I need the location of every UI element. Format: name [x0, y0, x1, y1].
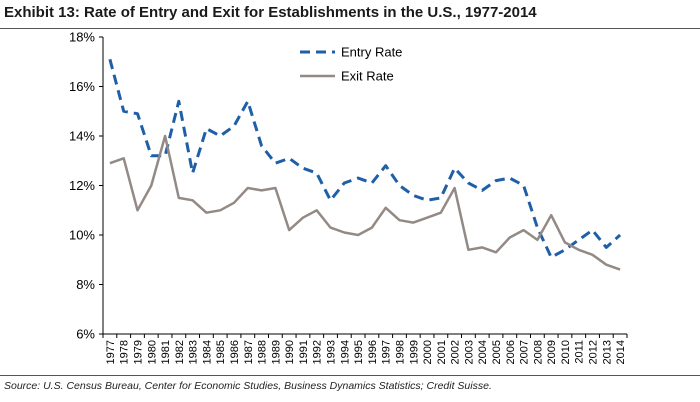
plot-area: 6%8%10%12%14%16%18%1977 1978 1979 1980 1981 1… — [69, 30, 628, 364]
x-tick-label: 1983 — [188, 340, 200, 364]
x-tick-label: 2011 — [574, 340, 586, 364]
x-tick-label: 1992 — [312, 340, 324, 364]
x-tick-label: 1990 — [284, 340, 296, 364]
y-tick-label: 6% — [76, 327, 95, 342]
y-tick-label: 8% — [76, 277, 95, 292]
y-tick-label: 10% — [69, 228, 95, 243]
x-tick-label: 2012 — [588, 340, 600, 364]
exit-rate-line — [109, 134, 621, 271]
x-tick-label: 2000 — [422, 340, 434, 364]
x-tick-label: 1993 — [326, 340, 338, 364]
x-tick-label: 2004 — [477, 340, 489, 364]
x-tick-label: 2008 — [532, 340, 544, 364]
x-tick-label: 1978 — [119, 340, 131, 364]
x-tick-label: 2013 — [601, 340, 613, 364]
x-tick-label: 1998 — [394, 340, 406, 364]
x-tick-label: 2006 — [505, 340, 517, 364]
x-tick-label: 1980 — [146, 340, 158, 364]
x-tick-label: 1981 — [160, 340, 172, 364]
x-tick-label: 1994 — [339, 340, 351, 364]
x-tick-label: 1999 — [408, 340, 420, 364]
legend-exit-label: Exit Rate — [341, 69, 394, 84]
x-tick-label: 2005 — [491, 340, 503, 364]
source-note: Source: U.S. Census Bureau, Center for E… — [4, 380, 492, 392]
x-tick-label: 1984 — [201, 340, 213, 364]
x-tick-label: 1989 — [270, 340, 282, 364]
legend-entry-label: Entry Rate — [341, 45, 402, 60]
x-tick-label: 1991 — [298, 340, 310, 364]
y-tick-label: 18% — [69, 30, 95, 45]
x-tick-label: 1985 — [215, 340, 227, 364]
y-tick-label: 14% — [69, 129, 95, 144]
x-tick-label: 2002 — [450, 340, 462, 364]
x-tick-label: 2014 — [615, 340, 627, 364]
y-tick-label: 12% — [69, 178, 95, 193]
x-tick-label: 1988 — [257, 340, 269, 364]
x-tick-label: 1979 — [132, 340, 144, 364]
x-tick-label: 1982 — [174, 340, 186, 364]
x-tick-label: 2009 — [546, 340, 558, 364]
x-tick-label: 1996 — [367, 340, 379, 364]
legend: Entry Rate Exit Rate — [300, 45, 402, 84]
title-rule — [0, 28, 700, 29]
x-tick-label: 2001 — [436, 340, 448, 364]
y-tick-label: 16% — [69, 79, 95, 94]
entry-rate-line — [108, 58, 622, 259]
x-tick-label: 1977 — [105, 340, 117, 364]
source-rule — [0, 375, 700, 376]
x-tick-label: 2007 — [519, 340, 531, 364]
x-tick-label: 2010 — [560, 340, 572, 364]
x-tick-label: 1986 — [229, 340, 241, 364]
x-tick-label: 1995 — [353, 340, 365, 364]
x-tick-label: 1997 — [381, 340, 393, 364]
x-tick-label: 1987 — [243, 340, 255, 364]
x-tick-label: 2003 — [463, 340, 475, 364]
chart-title: Exhibit 13: Rate of Entry and Exit for E… — [4, 4, 537, 21]
